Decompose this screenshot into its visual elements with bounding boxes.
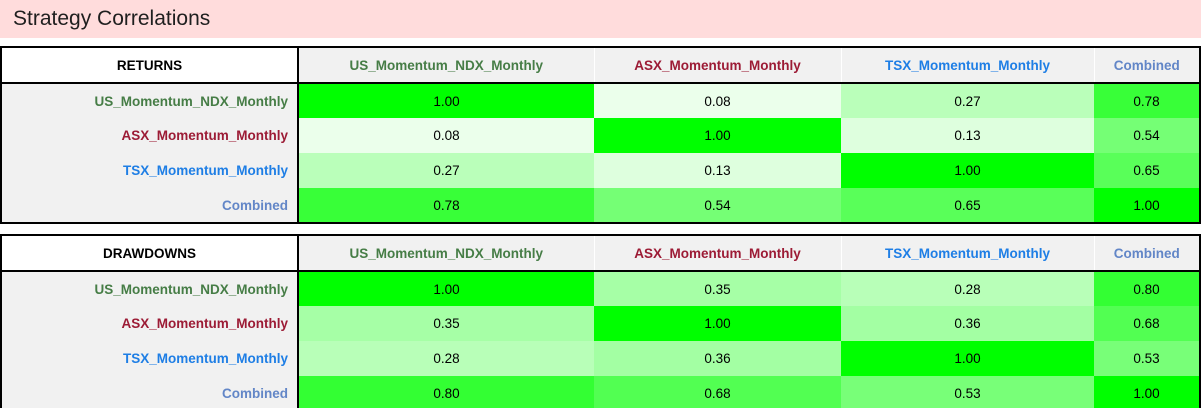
correlation-cell: 0.68 xyxy=(594,376,841,408)
correlation-cell: 0.54 xyxy=(594,188,841,223)
correlation-cell: 0.65 xyxy=(1094,153,1200,188)
table-header-row: RETURNS US_Momentum_NDX_Monthly ASX_Moment… xyxy=(1,47,1200,84)
correlation-cell: 0.08 xyxy=(594,83,841,118)
table-row: US_Momentum_NDX_Monthly 1.00 0.08 0.27 0.78 xyxy=(1,83,1200,118)
column-header: ASX_Momentum_Monthly xyxy=(593,235,841,272)
correlation-cell: 0.53 xyxy=(841,376,1094,408)
table-row: TSX_Momentum_Monthly 0.27 0.13 1.00 0.65 xyxy=(1,153,1200,188)
correlation-cell: 1.00 xyxy=(298,83,594,118)
correlation-cell: 0.80 xyxy=(298,376,594,408)
table-row: Combined 0.78 0.54 0.65 1.00 xyxy=(1,188,1200,223)
column-header: US_Momentum_NDX_Monthly xyxy=(297,235,594,272)
drawdowns-correlation-table: DRAWDOWNS US_Momentum_NDX_Monthly ASX_Mome… xyxy=(0,234,1201,408)
column-header: ASX_Momentum_Monthly xyxy=(593,47,841,84)
correlation-cell: 1.00 xyxy=(1094,188,1200,223)
row-label: Combined xyxy=(1,376,299,408)
correlation-cell: 0.68 xyxy=(1094,306,1200,341)
correlation-cell: 0.35 xyxy=(594,271,841,306)
correlation-cell: 0.27 xyxy=(298,153,594,188)
correlation-cell: 1.00 xyxy=(841,341,1094,376)
row-label: US_Momentum_NDX_Monthly xyxy=(1,271,299,306)
returns-correlation-table: RETURNS US_Momentum_NDX_Monthly ASX_Moment… xyxy=(0,46,1201,224)
row-label: TSX_Momentum_Monthly xyxy=(1,341,299,376)
column-header: TSX_Momentum_Monthly xyxy=(840,235,1094,272)
table-row: ASX_Momentum_Monthly 0.35 1.00 0.36 0.68 xyxy=(1,306,1200,341)
row-label: US_Momentum_NDX_Monthly xyxy=(1,83,299,118)
table-row: Combined 0.80 0.68 0.53 1.00 xyxy=(1,376,1200,408)
correlation-cell: 1.00 xyxy=(1094,376,1200,408)
correlation-cell: 1.00 xyxy=(594,306,841,341)
column-header: Combined xyxy=(1093,47,1200,84)
page-title: Strategy Correlations xyxy=(0,0,1201,38)
correlation-cell: 0.78 xyxy=(298,188,594,223)
table-header-row: DRAWDOWNS US_Momentum_NDX_Monthly ASX_Mome… xyxy=(1,235,1200,272)
row-label: TSX_Momentum_Monthly xyxy=(1,153,299,188)
correlation-cell: 0.36 xyxy=(841,306,1094,341)
table-row: ASX_Momentum_Monthly 0.08 1.00 0.13 0.54 xyxy=(1,118,1200,153)
column-header: TSX_Momentum_Monthly xyxy=(840,47,1094,84)
correlation-cell: 0.28 xyxy=(841,271,1094,306)
correlation-cell: 1.00 xyxy=(594,118,841,153)
table-row: US_Momentum_NDX_Monthly 1.00 0.35 0.28 0.80 xyxy=(1,271,1200,306)
row-label: ASX_Momentum_Monthly xyxy=(1,306,299,341)
correlation-cell: 0.78 xyxy=(1094,83,1200,118)
table-title: DRAWDOWNS xyxy=(1,235,299,272)
correlation-cell: 1.00 xyxy=(841,153,1094,188)
correlation-cell: 0.28 xyxy=(298,341,594,376)
correlation-cell: 0.53 xyxy=(1094,341,1200,376)
correlation-cell: 0.54 xyxy=(1094,118,1200,153)
row-label: ASX_Momentum_Monthly xyxy=(1,118,299,153)
spacer xyxy=(0,38,1201,46)
correlation-cell: 0.65 xyxy=(841,188,1094,223)
correlation-cell: 1.00 xyxy=(298,271,594,306)
correlation-cell: 0.08 xyxy=(298,118,594,153)
row-label: Combined xyxy=(1,188,299,223)
spacer xyxy=(0,224,1201,234)
correlation-cell: 0.13 xyxy=(594,153,841,188)
correlation-cell: 0.35 xyxy=(298,306,594,341)
column-header: Combined xyxy=(1093,235,1200,272)
table-row: TSX_Momentum_Monthly 0.28 0.36 1.00 0.53 xyxy=(1,341,1200,376)
correlation-cell: 0.36 xyxy=(594,341,841,376)
correlation-cell: 0.13 xyxy=(841,118,1094,153)
column-header: US_Momentum_NDX_Monthly xyxy=(297,47,594,84)
table-title: RETURNS xyxy=(1,47,299,84)
correlation-cell: 0.80 xyxy=(1094,271,1200,306)
correlation-cell: 0.27 xyxy=(841,83,1094,118)
